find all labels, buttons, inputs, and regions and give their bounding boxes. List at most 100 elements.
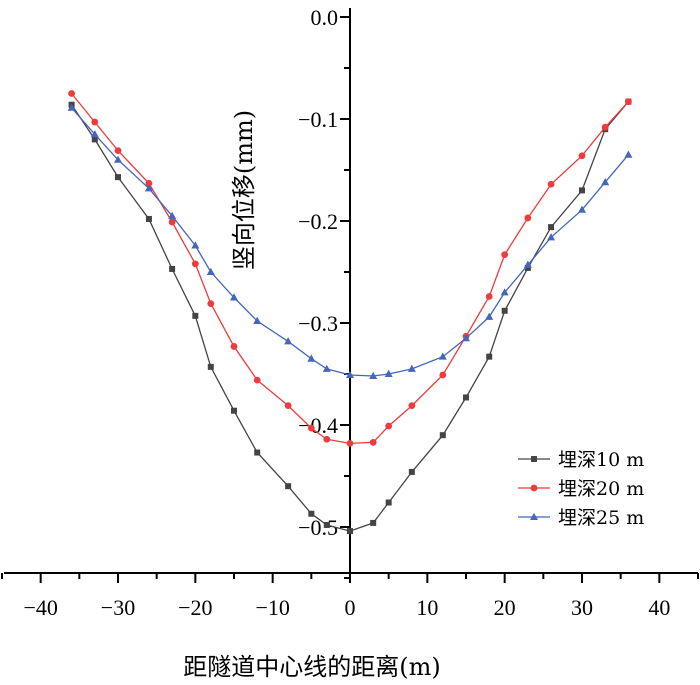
x-tick-label: 20 — [494, 595, 516, 620]
data-point — [501, 251, 509, 259]
series-layer — [67, 90, 633, 535]
data-point — [230, 293, 238, 301]
data-point — [68, 90, 75, 97]
x-tick-label: −40 — [23, 595, 57, 620]
data-point — [91, 136, 98, 143]
data-point — [485, 312, 494, 320]
y-tick-label: 0.0 — [311, 5, 339, 30]
data-point — [67, 103, 76, 111]
x-tick-label: 10 — [416, 595, 438, 620]
x-tick-label: 30 — [571, 595, 593, 620]
data-point — [523, 260, 532, 268]
data-point — [307, 424, 315, 432]
data-point — [191, 241, 200, 249]
data-point — [547, 180, 555, 188]
data-point — [308, 510, 315, 517]
legend-marker — [530, 484, 538, 492]
data-point — [463, 394, 469, 401]
data-point — [346, 370, 354, 379]
x-tick-label: 0 — [345, 595, 356, 620]
data-point — [384, 369, 393, 377]
legend-label: 埋深20 m — [558, 478, 644, 500]
data-point — [439, 432, 446, 439]
data-point — [144, 184, 153, 192]
data-point — [253, 316, 262, 324]
y-tick-label: −0.3 — [298, 311, 338, 336]
legend-item: 埋深10 m — [518, 449, 644, 471]
legend-label: 埋深10 m — [558, 449, 644, 471]
data-point — [206, 267, 215, 275]
data-point — [114, 147, 122, 155]
x-axis-title: 距隧道中心线的距离(m) — [183, 653, 440, 681]
data-point — [115, 174, 121, 181]
data-point — [500, 288, 509, 296]
data-point — [385, 422, 393, 430]
data-point — [407, 364, 416, 372]
legend-item: 埋深25 m — [518, 507, 644, 529]
data-point — [462, 334, 470, 342]
data-point — [323, 435, 331, 443]
series-3 — [67, 103, 633, 380]
data-point — [578, 152, 586, 160]
data-point — [168, 211, 177, 219]
data-point — [578, 205, 586, 213]
data-point — [601, 123, 609, 131]
data-point — [547, 233, 556, 241]
data-point — [145, 179, 153, 187]
data-point — [624, 150, 633, 158]
y-tick-label: −0.2 — [298, 209, 338, 234]
data-point — [145, 215, 152, 222]
legend-marker — [531, 456, 537, 462]
data-point — [254, 449, 261, 456]
data-point — [253, 376, 261, 384]
data-point — [369, 438, 377, 446]
data-point — [438, 352, 447, 360]
data-point — [207, 300, 215, 308]
data-point — [307, 354, 316, 362]
data-point — [408, 468, 415, 475]
data-point — [408, 402, 416, 410]
series-2 — [68, 90, 632, 447]
data-point — [191, 260, 199, 268]
data-point — [439, 371, 447, 379]
data-point — [168, 218, 176, 226]
legend-label: 埋深25 m — [558, 507, 644, 529]
data-point — [323, 521, 330, 528]
data-point — [231, 407, 237, 414]
x-tick-label: 40 — [648, 595, 670, 620]
data-point — [347, 528, 353, 535]
data-point — [385, 499, 392, 506]
y-axis-title: 竖向位移(mm) — [230, 110, 258, 270]
x-tick-label: −30 — [101, 595, 135, 620]
data-point — [322, 364, 331, 372]
data-point — [486, 353, 493, 360]
data-point — [524, 264, 531, 271]
data-point — [91, 118, 99, 126]
data-point — [284, 402, 292, 410]
y-tick-label: −0.4 — [298, 413, 338, 438]
data-point — [370, 519, 377, 526]
data-point — [285, 483, 292, 490]
data-point — [114, 155, 122, 163]
data-point — [548, 224, 555, 231]
data-point — [284, 337, 293, 345]
legend-item: 埋深20 m — [518, 478, 644, 500]
data-point — [230, 343, 238, 350]
data-point — [207, 363, 214, 370]
legend: 埋深10 m 埋深20 m 埋深25 m — [518, 449, 644, 529]
legend-marker — [530, 512, 538, 520]
data-point — [485, 293, 493, 300]
data-point — [524, 214, 532, 222]
data-point — [346, 439, 354, 447]
y-tick-label: −0.1 — [298, 107, 338, 132]
data-point — [169, 265, 176, 272]
data-point — [579, 187, 585, 194]
data-point — [192, 312, 199, 319]
x-tick-label: −20 — [178, 595, 212, 620]
data-point — [501, 307, 508, 314]
x-tick-label: −10 — [255, 595, 289, 620]
data-point — [90, 130, 99, 138]
data-point — [625, 98, 632, 106]
axes: −40 −30 −20 −10 0 10 20 30 40 0.0 −0.1 −0.2 −0.3 −0.4… — [1, 5, 699, 620]
